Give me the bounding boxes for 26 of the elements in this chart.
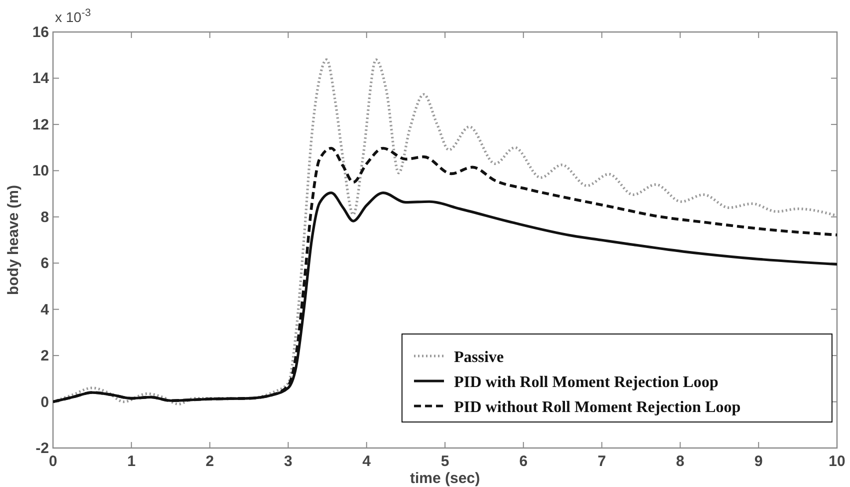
y-tick-label: 2 — [40, 348, 49, 365]
legend-label: PID with Roll Moment Rejection Loop — [454, 374, 719, 391]
x-tick-label: 5 — [440, 453, 450, 470]
y-tick-label: 4 — [40, 301, 50, 318]
x-tick-label: 8 — [676, 453, 684, 470]
y-tick-label: 10 — [32, 162, 49, 180]
y-tick-label: 6 — [40, 255, 49, 272]
x-tick-label: 4 — [362, 453, 372, 470]
y-tick-label: 0 — [40, 394, 49, 411]
x-tick-label: 3 — [284, 453, 292, 470]
x-axis-title: time (sec) — [410, 470, 480, 487]
x-tick-label: 2 — [206, 453, 214, 470]
legend-label: PID without Roll Moment Rejection Loop — [454, 399, 741, 416]
y-tick-label: 8 — [40, 208, 49, 226]
y-tick-label: 14 — [32, 70, 50, 88]
x-tick-label: 7 — [598, 453, 606, 470]
x-tick-label: 1 — [127, 453, 136, 470]
x-tick-label: 9 — [754, 453, 763, 470]
y-axis-title: body heave (m) — [5, 184, 22, 296]
y-tick-label: 12 — [32, 116, 49, 134]
text: x 10$^{-3}$ — [55, 7, 91, 25]
x-tick-label: 6 — [519, 453, 528, 470]
x-tick-label: 10 — [828, 453, 846, 470]
y-tick-label: -2 — [36, 440, 49, 457]
legend-label: Passive — [454, 349, 504, 366]
y-tick-label: 16 — [32, 24, 49, 41]
